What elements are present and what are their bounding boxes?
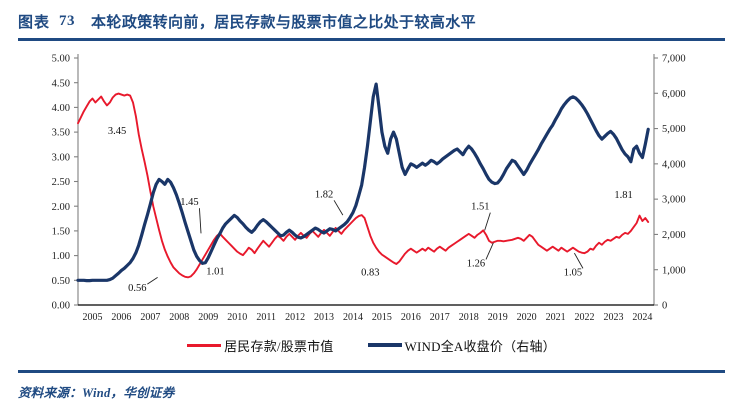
right-axis-tick-label: 5,000 [662,124,686,135]
right-axis-tick-label: 2,000 [662,230,686,241]
annotation-leader [574,252,584,269]
x-axis-tick-label: 2011 [256,312,276,323]
left-axis-tick-label: 3.00 [52,152,70,163]
chart-svg: 0.00 0.50 1.00 1.50 2.00 2.50 3.00 3.50 4.00 4.50… [52,54,686,323]
source-row: 资料来源：Wind，华创证券 [18,381,175,401]
x-axis-tick-label: 2010 [227,312,247,323]
annotation-leader [198,208,202,234]
x-axis-tick-label: 2009 [198,312,218,323]
chart-annotations: 3.45 0.56 1.45 1.01 1.82 0.83 1.51 1.26 1.05 1.81 [108,126,633,294]
x-axis-tick-label: 2008 [169,312,189,323]
x-axis-tick-label: 2013 [314,312,334,323]
right-axis-tick-label: 4,000 [662,159,686,170]
annotation-leader [147,276,158,285]
annotation-leader [484,212,491,231]
annotation-label: 1.81 [614,190,632,201]
x-axis-tick-label: 2019 [488,312,508,323]
x-axis-tick-label: 2006 [111,312,131,323]
annotation-label: 1.01 [206,266,224,277]
x-axis-tick-label: 2016 [401,312,421,323]
x-axis-tick-label: 2014 [343,312,363,323]
page-title: 本轮政策转向前，居民存款与股票市值之比处于较高水平 [91,14,477,31]
x-axis-tick-label: 2018 [459,312,479,323]
x-axis-tick-label: 2007 [140,312,160,323]
x-axis-tick-label: 2023 [603,312,623,323]
annotation-label: 1.26 [467,258,485,269]
chart-legend: 居民存款/股票市值 WIND全A收盘价（右轴） [0,333,743,357]
legend-label: WIND全A收盘价（右轴） [404,338,556,354]
x-axis-tick-label: 2012 [285,312,305,323]
annotation-label: 3.45 [108,126,126,137]
x-axis-tick-label: 2024 [632,312,652,323]
annotation-label: 1.82 [315,189,333,200]
source-text: 资料来源：Wind，华创证券 [18,385,175,400]
left-axis-tick-label: 0.50 [52,276,70,287]
figure-title-row: 图表 73 本轮政策转向前，居民存款与股票市值之比处于较高水平 [18,8,728,34]
x-axis-tick-label: 2022 [575,312,595,323]
annotation-label: 0.56 [128,283,146,294]
x-axis-tick-label: 2021 [546,312,566,323]
right-axis-tick-label: 0 [662,301,667,312]
left-axis-tick-label: 3.50 [52,128,70,139]
legend-label: 居民存款/股票市值 [224,338,334,354]
legend-item[interactable]: 居民存款/股票市值 [187,336,333,355]
left-axis-tick-label: 0.00 [52,301,70,312]
left-axis-tick-label: 4.00 [52,103,70,114]
chart-axes: 0.00 0.50 1.00 1.50 2.00 2.50 3.00 3.50 4.00 4.50… [52,54,686,323]
left-axis-tick-label: 2.00 [52,202,70,213]
chart-series [76,82,650,283]
legend-swatch-icon [187,343,222,347]
title-divider [18,38,725,41]
series-line [77,92,650,279]
x-axis-tick-label: 2005 [82,312,102,323]
legend-swatch-icon [367,342,402,348]
annotation-label: 0.83 [361,267,379,278]
legend-item[interactable]: WIND全A收盘价（右轴） [367,336,556,355]
series-line [76,82,650,283]
source-divider [18,370,725,373]
left-axis-tick-label: 4.50 [52,78,70,89]
x-axis-tick-label: 2017 [430,312,450,323]
figure-label: 图表 [18,14,51,31]
annotation-label: 1.45 [180,197,198,208]
left-axis-tick-label: 5.00 [52,54,70,65]
right-axis-tick-label: 6,000 [662,89,686,100]
annotation-label: 1.05 [564,267,582,278]
right-axis-tick-label: 3,000 [662,195,686,206]
left-axis-tick-label: 2.50 [52,177,70,188]
left-axis-tick-label: 1.50 [52,227,70,238]
x-axis-tick-label: 2020 [517,312,537,323]
annotation-leader [333,200,344,216]
figure-number: 73 [59,12,76,29]
left-axis-tick-label: 1.00 [52,251,70,262]
right-axis-tick-label: 1,000 [662,265,686,276]
chart-plot-area: 0.00 0.50 1.00 1.50 2.00 2.50 3.00 3.50 4.00 4.50… [0,44,743,334]
right-axis-tick-label: 7,000 [662,54,686,65]
x-axis-tick-label: 2015 [372,312,392,323]
annotation-label: 1.51 [471,202,489,213]
annotation-leader [485,242,494,260]
